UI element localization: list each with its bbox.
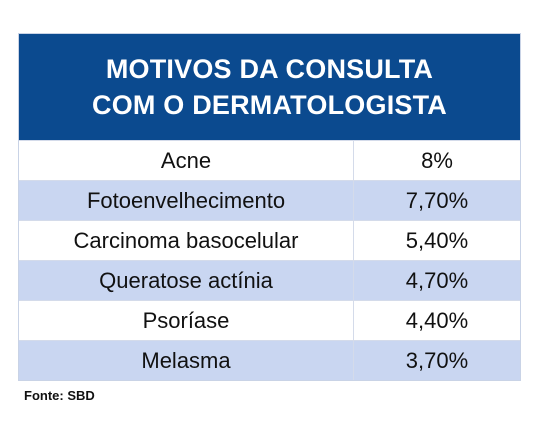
row-label: Fotoenvelhecimento	[19, 181, 354, 220]
row-value: 8%	[421, 147, 453, 173]
table-body: Acne 8% Fotoenvelhecimento 7,70% Carcino…	[19, 140, 520, 380]
row-value: 7,70%	[405, 187, 469, 213]
row-label: Acne	[19, 141, 354, 180]
table-row: Acne 8%	[19, 140, 520, 180]
row-value: 4,70%	[405, 267, 469, 293]
source-note: Fonte: SBD	[24, 388, 95, 403]
table-row: Carcinoma basocelular 5,40%	[19, 220, 520, 260]
row-label: Carcinoma basocelular	[19, 221, 354, 260]
row-label: Queratose actínia	[19, 261, 354, 300]
row-value: 5,40%	[405, 227, 469, 253]
table-header: MOTIVOS DA CONSULTA COM O DERMATOLOGISTA	[19, 34, 520, 140]
row-value: 3,70%	[405, 347, 469, 373]
table-row: Melasma 3,70%	[19, 340, 520, 380]
table-row: Queratose actínia 4,70%	[19, 260, 520, 300]
table-title: MOTIVOS DA CONSULTA COM O DERMATOLOGISTA	[92, 54, 447, 120]
row-label: Melasma	[19, 341, 354, 380]
row-value: 4,40%	[405, 307, 469, 333]
data-table: MOTIVOS DA CONSULTA COM O DERMATOLOGISTA…	[18, 33, 521, 381]
table-row: Psoríase 4,40%	[19, 300, 520, 340]
table-row: Fotoenvelhecimento 7,70%	[19, 180, 520, 220]
row-label: Psoríase	[19, 301, 354, 340]
